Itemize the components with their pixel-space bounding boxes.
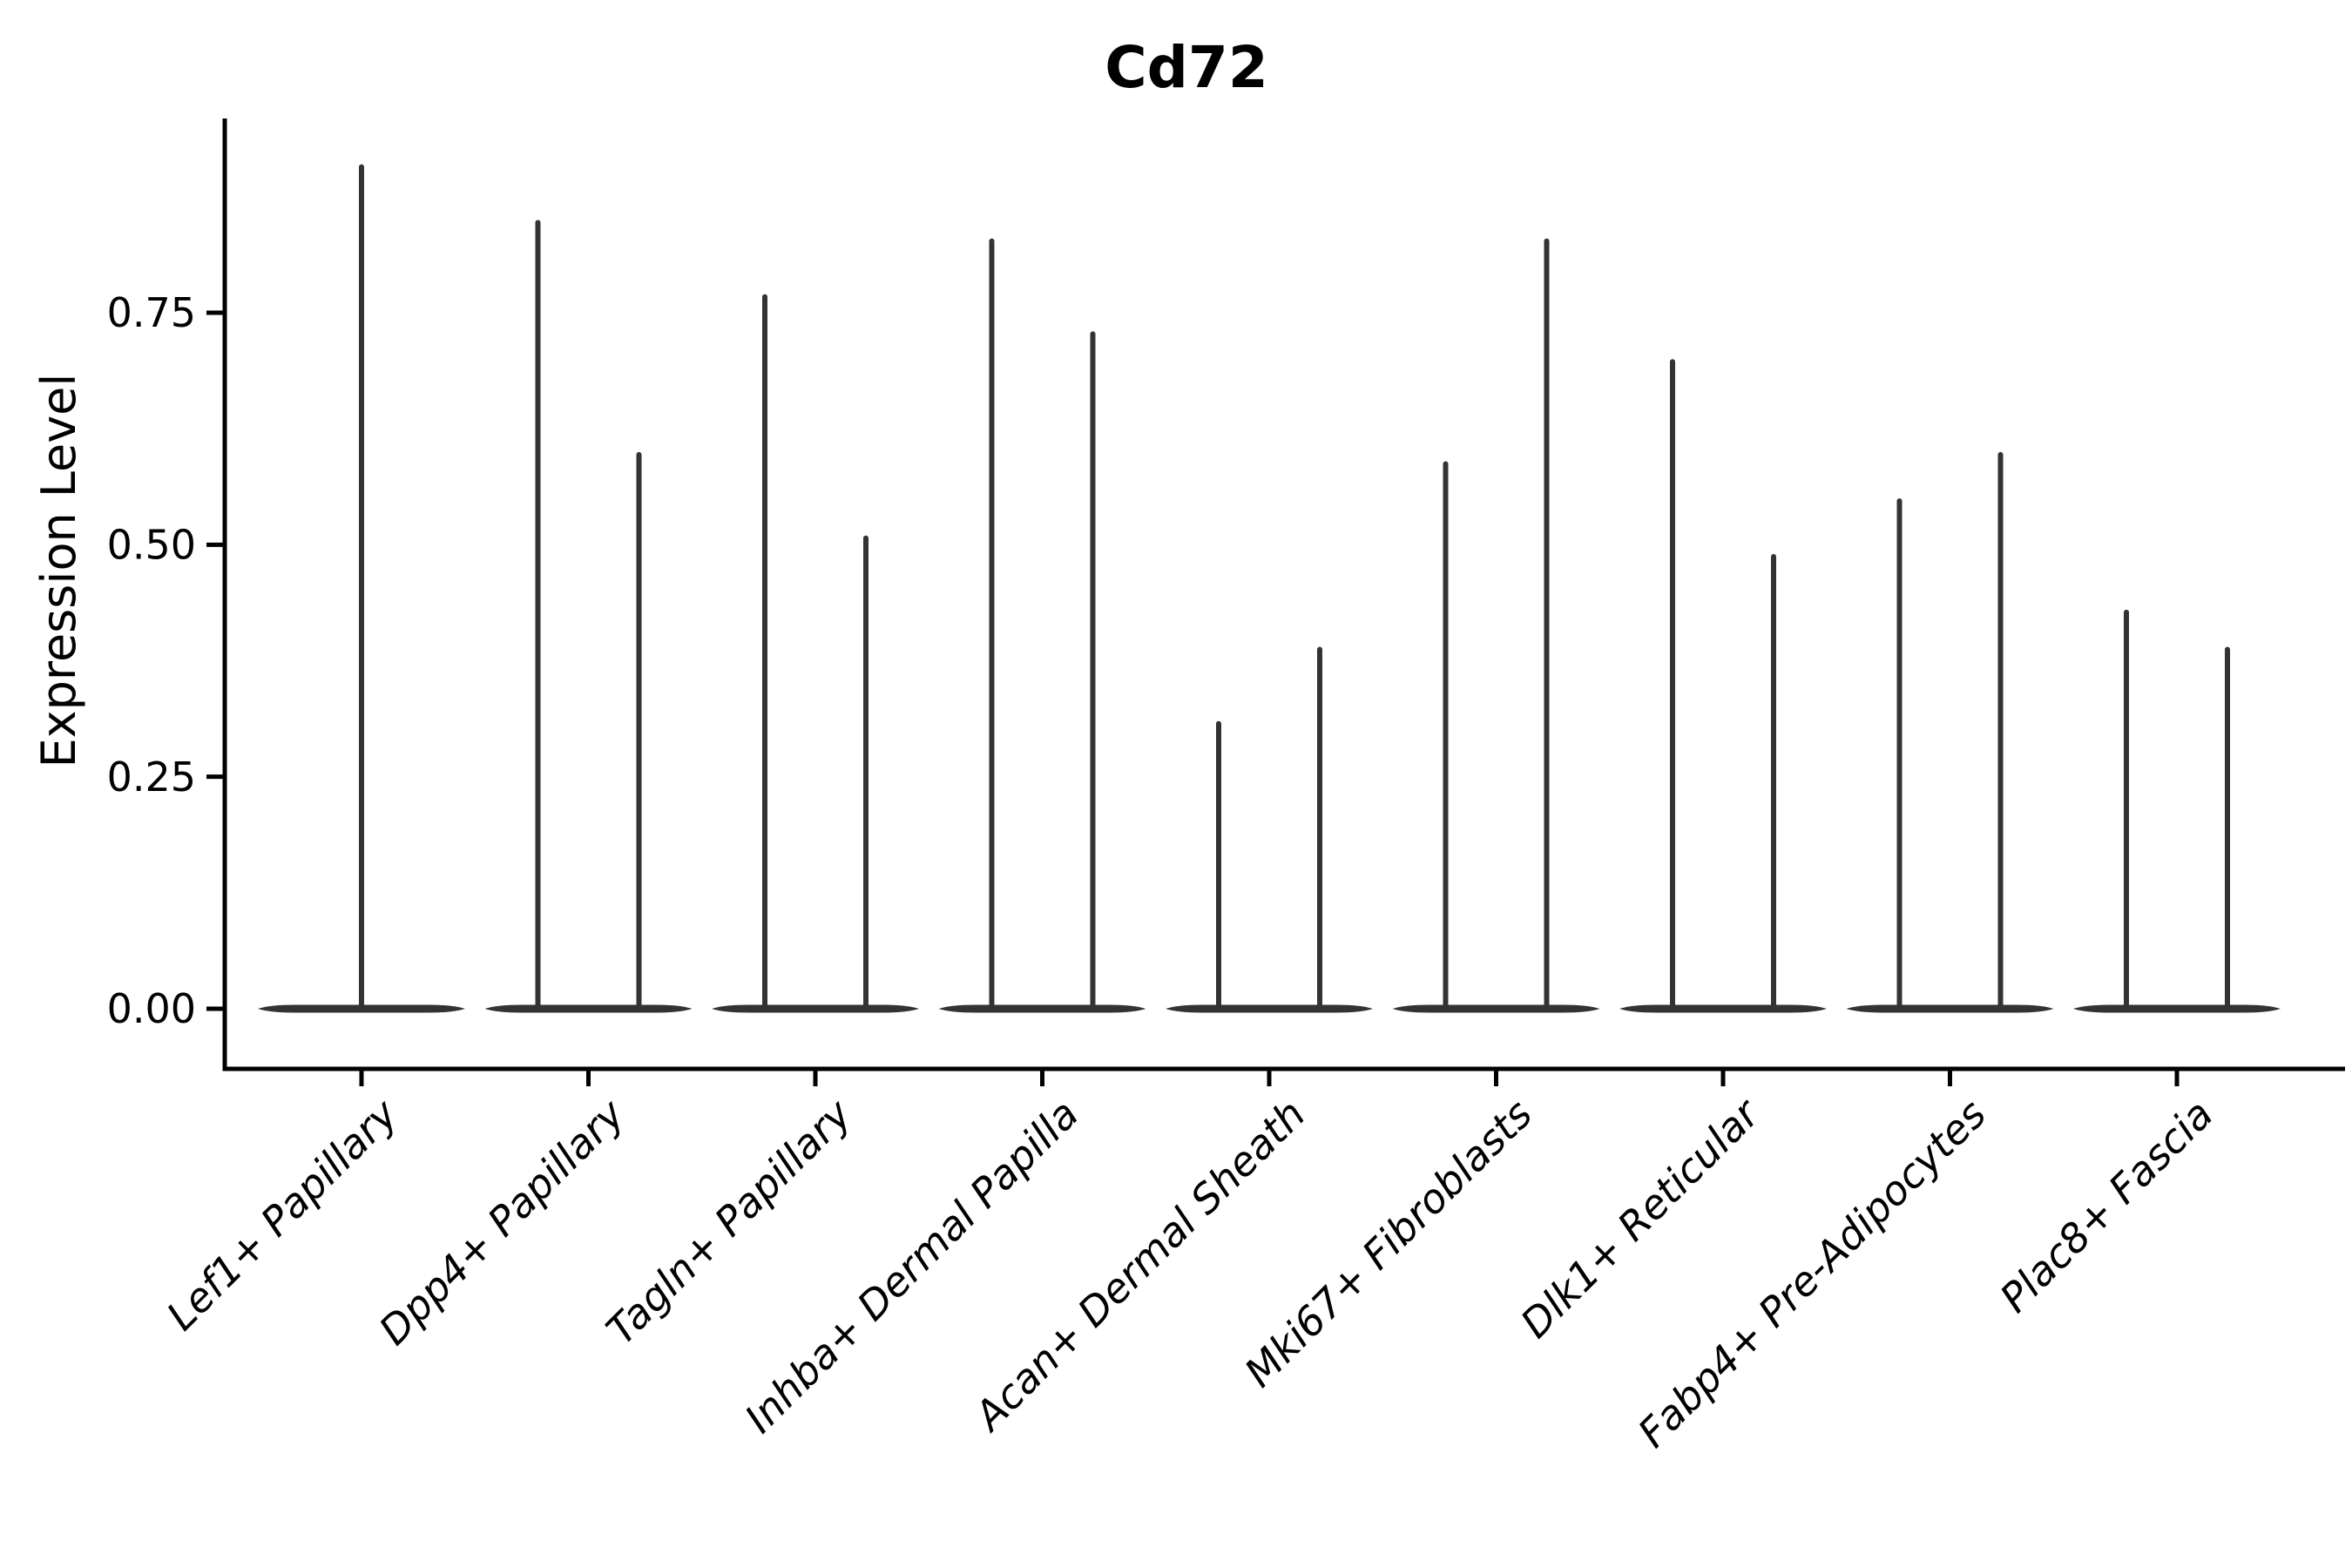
violin-spike bbox=[359, 164, 364, 1009]
violin-base bbox=[1619, 1004, 1827, 1013]
violin-spike bbox=[1443, 461, 1449, 1009]
x-axis-label: Dpp4+ Papillary bbox=[370, 1090, 634, 1354]
x-axis-label: Lef1+ Papillary bbox=[158, 1090, 407, 1339]
violin-spike bbox=[1317, 646, 1322, 1009]
y-tick-label: 0.00 bbox=[107, 985, 196, 1032]
violin-spike bbox=[989, 238, 995, 1009]
violin-base bbox=[1166, 1004, 1373, 1013]
violin-spike bbox=[1896, 498, 1903, 1009]
y-axis-title: Expression Level bbox=[31, 374, 86, 768]
violin-base bbox=[712, 1004, 919, 1013]
violin-spike bbox=[1216, 720, 1221, 1009]
violin-spike bbox=[1090, 331, 1096, 1009]
axes bbox=[206, 118, 2345, 1086]
violin-spike bbox=[1771, 554, 1776, 1009]
plot-title: Cd72 bbox=[1105, 34, 1268, 101]
violin-base bbox=[2073, 1004, 2281, 1013]
violin-base bbox=[1846, 1004, 2054, 1013]
y-axis-tick-labels: 0.00 0.25 0.50 0.75 bbox=[107, 289, 196, 1032]
violin-spike bbox=[2124, 609, 2129, 1009]
x-axis-label: Plac8+ Fascia bbox=[1990, 1091, 2221, 1321]
violin-spike bbox=[762, 294, 767, 1009]
y-tick-label: 0.50 bbox=[107, 521, 196, 568]
violin-spike bbox=[1997, 451, 2004, 1009]
violin-spike bbox=[1670, 359, 1675, 1009]
violin-spike bbox=[863, 535, 868, 1009]
violin-spike bbox=[1544, 238, 1550, 1009]
violin-spike bbox=[535, 220, 541, 1009]
y-tick-label: 0.25 bbox=[107, 754, 196, 801]
violin-base bbox=[1392, 1004, 1600, 1013]
y-tick-label: 0.75 bbox=[107, 289, 196, 336]
violin-base bbox=[938, 1004, 1146, 1013]
x-axis-label: Dlk1+ Reticular bbox=[1511, 1088, 1770, 1347]
violin-spike bbox=[2225, 646, 2230, 1009]
violin-base bbox=[484, 1004, 693, 1013]
violin-spike bbox=[636, 451, 642, 1009]
x-axis-label: Tagln+ Papillary bbox=[597, 1090, 861, 1354]
violins bbox=[258, 164, 2281, 1013]
